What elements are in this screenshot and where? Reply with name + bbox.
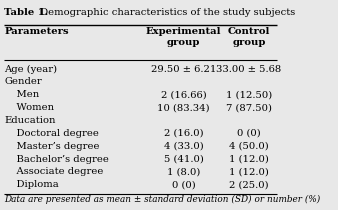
Text: Age (year): Age (year)	[4, 65, 57, 74]
Text: Master’s degree: Master’s degree	[4, 142, 100, 151]
Text: 4 (33.0): 4 (33.0)	[164, 142, 203, 151]
Text: 2 (16.0): 2 (16.0)	[164, 129, 203, 138]
Text: Women: Women	[4, 103, 54, 112]
Text: 29.50 ± 6.21: 29.50 ± 6.21	[151, 65, 216, 73]
Text: Bachelor’s degree: Bachelor’s degree	[4, 155, 109, 164]
Text: 1 (12.0): 1 (12.0)	[229, 155, 269, 164]
Text: 1 (8.0): 1 (8.0)	[167, 167, 200, 176]
Text: Associate degree: Associate degree	[4, 167, 103, 176]
Text: 4 (50.0): 4 (50.0)	[229, 142, 269, 151]
Text: Demographic characteristics of the study subjects: Demographic characteristics of the study…	[37, 8, 295, 17]
Text: Diploma: Diploma	[4, 180, 59, 189]
Text: Table 1.: Table 1.	[4, 8, 48, 17]
Text: 2 (25.0): 2 (25.0)	[229, 180, 269, 189]
Text: Doctoral degree: Doctoral degree	[4, 129, 99, 138]
Text: 1 (12.50): 1 (12.50)	[226, 90, 272, 99]
Text: Gender: Gender	[4, 77, 42, 87]
Text: 5 (41.0): 5 (41.0)	[164, 155, 203, 164]
Text: 0 (0): 0 (0)	[172, 180, 196, 189]
Text: 7 (87.50): 7 (87.50)	[226, 103, 272, 112]
Text: Men: Men	[4, 90, 40, 99]
Text: Education: Education	[4, 116, 56, 125]
Text: Parameters: Parameters	[4, 27, 69, 36]
Text: Experimental
group: Experimental group	[146, 27, 221, 47]
Text: Data are presented as mean ± standard deviation (SD) or number (%): Data are presented as mean ± standard de…	[4, 195, 320, 204]
Text: 10 (83.34): 10 (83.34)	[158, 103, 210, 112]
Text: 0 (0): 0 (0)	[237, 129, 261, 138]
Text: 1 (12.0): 1 (12.0)	[229, 167, 269, 176]
Text: 2 (16.66): 2 (16.66)	[161, 90, 207, 99]
Text: 33.00 ± 5.68: 33.00 ± 5.68	[216, 65, 282, 73]
Text: Control
group: Control group	[228, 27, 270, 47]
